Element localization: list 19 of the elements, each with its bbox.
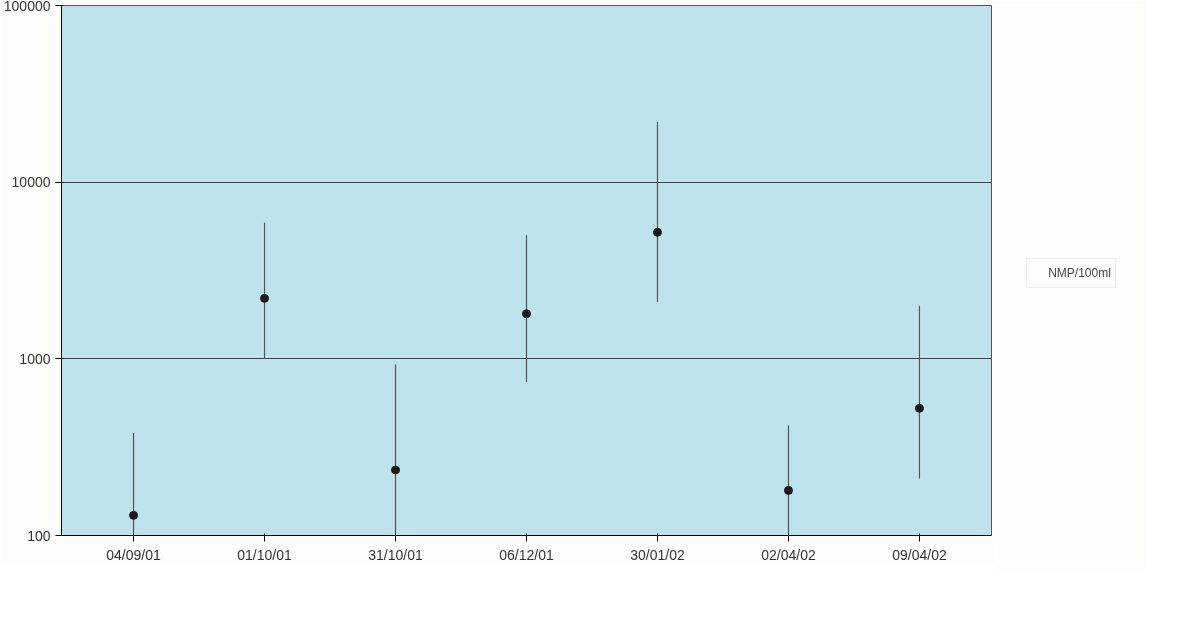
y-tick-label: 1000 xyxy=(19,350,51,367)
y-tick-label: 100 xyxy=(27,527,51,544)
x-tick-label: 09/04/02 xyxy=(892,546,947,563)
x-tick-label: 31/10/01 xyxy=(368,546,423,563)
point xyxy=(129,510,139,520)
x-tick-label: 06/12/01 xyxy=(499,546,554,563)
point xyxy=(914,403,924,413)
y-tick-label: 10000 xyxy=(11,174,51,191)
point xyxy=(783,485,793,495)
x-tick-label: 01/10/01 xyxy=(237,546,292,563)
x-tick-label: 02/04/02 xyxy=(761,546,816,563)
x-tick-label: 04/09/01 xyxy=(106,546,161,563)
point xyxy=(652,227,662,237)
y-tick-label: 100000 xyxy=(3,0,51,14)
point xyxy=(260,293,270,303)
x-tick-label: 30/01/02 xyxy=(630,546,685,563)
point xyxy=(391,465,401,475)
point xyxy=(522,309,531,319)
text: NMP/100ml xyxy=(1048,265,1111,280)
